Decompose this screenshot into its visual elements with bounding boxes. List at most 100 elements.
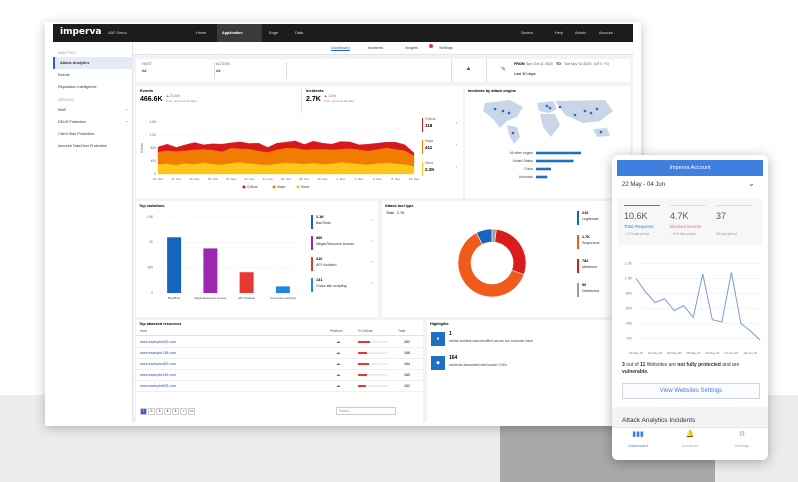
divider (136, 369, 423, 370)
column-header: Host (140, 329, 147, 333)
y-tick-label: 0 (154, 172, 156, 176)
page-button[interactable]: 2 (148, 408, 155, 415)
x-tick-label: 24. Nov (263, 177, 274, 181)
tab[interactable]: Insights (405, 46, 419, 50)
category-label: Unknown (519, 175, 533, 179)
nav-item[interactable]: Dashboard (628, 443, 648, 448)
tab[interactable]: Settings (439, 46, 453, 50)
nav-icon: 🔔 (685, 431, 695, 438)
x-tick-label: 30-May-20 (705, 351, 720, 355)
header-action[interactable]: Help (555, 31, 563, 35)
events-panel: Events 466.6K ▲ 21.6% From previous 30 days… (136, 86, 463, 198)
divider (136, 347, 423, 348)
x-tick-label: 26-May-20 (667, 351, 682, 355)
violations-chart: 0 500 1K 1.5K Bad Bots Illegal Resource Acces… (146, 215, 301, 300)
host-link[interactable]: www.example138.com (140, 351, 176, 355)
timezone: (UTC +2) (594, 62, 609, 66)
y-tick-label: 1.5K (146, 215, 153, 219)
nav-item[interactable]: Home (196, 31, 207, 35)
tab[interactable]: Dashboard (331, 46, 350, 52)
tab[interactable]: Incidents (368, 46, 384, 50)
stat-label: Total Requests (624, 224, 654, 229)
icon-button[interactable]: ▲ (451, 59, 485, 82)
host-link[interactable]: www.example400.com (140, 340, 176, 344)
page-button[interactable]: > (180, 408, 187, 415)
page-button[interactable]: 1 (140, 408, 147, 415)
map-dot (501, 109, 505, 113)
search-input[interactable]: Search... (336, 407, 396, 415)
x-tick-label: 2. Dec (337, 177, 346, 181)
date-range[interactable]: 22 May - 04 Jun (622, 182, 666, 188)
page-button[interactable]: 3 (156, 408, 163, 415)
divider (136, 380, 423, 381)
chevron: › (456, 142, 458, 147)
nav-item[interactable]: Settings (734, 443, 750, 448)
panel-title: Incidents by attack origins (468, 89, 516, 93)
bar (167, 237, 182, 293)
bar (536, 159, 574, 163)
legend-swatch (272, 185, 276, 189)
header-action[interactable]: Admin (575, 31, 586, 35)
account-selector[interactable]: ABP Demo (108, 31, 127, 35)
page-button[interactable]: >> (188, 408, 195, 415)
origins-chart: All other origins United States China Unkno… (510, 151, 581, 179)
sidebar-item[interactable]: DDoS Protection (58, 120, 87, 124)
bar-track (358, 341, 388, 343)
host-link[interactable]: www.example460.com (140, 362, 176, 366)
legend-marker (311, 278, 313, 292)
severity-marker (422, 118, 423, 132)
sidebar-item[interactable]: Attack Analytics (53, 57, 133, 69)
filter-value[interactable]: All (216, 68, 221, 73)
header-action[interactable]: Search (521, 31, 534, 35)
sidebar-item[interactable]: WAF (58, 108, 67, 112)
message-part: not fully protected (677, 362, 721, 368)
x-tick-label: 20. Nov (226, 177, 237, 181)
page-button[interactable]: 4 (164, 408, 171, 415)
legend-marker (577, 259, 579, 273)
y-tick-label: 400 (151, 159, 157, 163)
filter-label: TO (556, 62, 561, 66)
platform-icon: ☁ (336, 361, 341, 366)
sidebar-item[interactable]: Reputation Intelligence (58, 85, 97, 89)
donut-slice (491, 228, 497, 243)
platform-icon: ☁ (336, 350, 341, 355)
severity-name: Critical (425, 117, 436, 121)
settings-button[interactable]: View Websites Settings (622, 383, 760, 399)
divider (286, 62, 287, 79)
y-tick-label: 200 (626, 336, 632, 340)
date-from[interactable]: Sun Oct 11 2020 (526, 62, 553, 66)
sidebar-item[interactable]: Account TakeOver Protection (58, 144, 108, 148)
date-to[interactable]: Tue Nov 10 2020 (564, 62, 592, 66)
map-dot (511, 131, 515, 135)
page-button[interactable]: 5 (172, 408, 179, 415)
bar-track (358, 363, 388, 365)
host-link[interactable]: www.example149.com (140, 373, 176, 377)
filter-value[interactable]: All (142, 68, 147, 73)
icon-button[interactable]: ✎ (486, 59, 520, 82)
legend-label: Major (277, 185, 286, 189)
nav-item[interactable]: Edge (269, 31, 278, 35)
header-action[interactable]: Account (599, 31, 613, 35)
column-header: % Critical (358, 329, 373, 333)
violations-panel: Top violations 0 500 1K 1.5K Bad Bots Illegal … (136, 201, 378, 317)
total-value: 2.7K (397, 211, 405, 215)
sidebar-item[interactable]: Client Side Protection (58, 132, 95, 136)
stat-underline (716, 205, 752, 206)
continent (507, 125, 520, 144)
host-link[interactable]: www.example825.com (140, 384, 176, 388)
nav-item[interactable]: Application (217, 24, 262, 42)
map-dot (599, 130, 603, 134)
range-select[interactable]: Last 30 days (514, 72, 536, 76)
map-dot (493, 107, 497, 111)
message-part: 3 (622, 362, 625, 368)
nav-item[interactable]: Incidents (681, 443, 698, 448)
kpi-change: ▲ 1.6% (324, 94, 337, 98)
message-part: Websites are (645, 362, 678, 368)
legend-label: Malicious (582, 265, 597, 269)
total-cell: 164 (404, 362, 410, 366)
nav-item[interactable]: Data (295, 31, 304, 35)
sidebar-item[interactable]: Events (58, 73, 70, 77)
legend-value: 210 (582, 211, 589, 215)
map-dot (595, 107, 599, 111)
